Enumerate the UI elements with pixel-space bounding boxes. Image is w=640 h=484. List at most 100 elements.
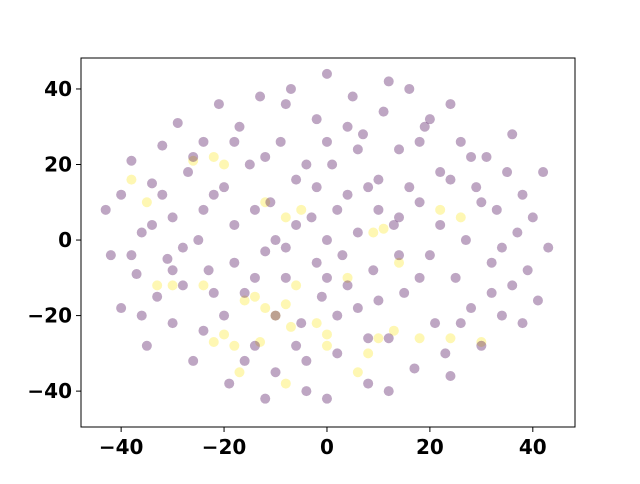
- point: [270, 310, 281, 321]
- point: [234, 121, 245, 132]
- point: [198, 136, 209, 147]
- point: [332, 310, 343, 321]
- point: [285, 321, 296, 332]
- point: [502, 167, 513, 178]
- point: [368, 265, 379, 276]
- point: [219, 310, 230, 321]
- point: [373, 174, 384, 185]
- point: [260, 303, 271, 314]
- point: [476, 197, 487, 208]
- point: [167, 265, 178, 276]
- point: [198, 280, 209, 291]
- point: [321, 235, 332, 246]
- point: [311, 114, 322, 125]
- point: [208, 337, 219, 348]
- point: [306, 212, 317, 223]
- point: [126, 155, 137, 166]
- point: [177, 280, 188, 291]
- point: [419, 121, 430, 132]
- point: [167, 280, 178, 291]
- plot-frame: [80, 57, 576, 428]
- point: [450, 272, 461, 283]
- point: [476, 340, 487, 351]
- point: [445, 371, 456, 382]
- point: [203, 265, 214, 276]
- point: [316, 291, 327, 302]
- point: [188, 151, 199, 162]
- point: [337, 250, 348, 261]
- point: [291, 340, 302, 351]
- point: [183, 167, 194, 178]
- point: [373, 295, 384, 306]
- point: [332, 204, 343, 215]
- point: [435, 219, 446, 230]
- point: [486, 257, 497, 268]
- point: [177, 242, 188, 253]
- point: [388, 219, 399, 230]
- point: [126, 250, 137, 261]
- point: [517, 318, 528, 329]
- point: [507, 280, 518, 291]
- x-tick-label: 0: [320, 435, 334, 459]
- x-tick-label: −40: [99, 435, 144, 459]
- point: [301, 355, 312, 366]
- point: [249, 272, 260, 283]
- x-tick-label: 40: [519, 435, 547, 459]
- point: [342, 189, 353, 200]
- point: [152, 280, 163, 291]
- point: [404, 83, 415, 94]
- point: [280, 299, 291, 310]
- point: [224, 378, 235, 389]
- point: [435, 204, 446, 215]
- point: [460, 235, 471, 246]
- point: [476, 337, 487, 348]
- point: [280, 378, 291, 389]
- point: [270, 367, 281, 378]
- point: [496, 310, 507, 321]
- point: [131, 269, 142, 280]
- point: [414, 136, 425, 147]
- point: [414, 197, 425, 208]
- point: [167, 318, 178, 329]
- point: [198, 204, 209, 215]
- point: [311, 318, 322, 329]
- y-tick-label: 20: [44, 153, 72, 177]
- point: [296, 318, 307, 329]
- point: [105, 250, 116, 261]
- point: [512, 227, 523, 238]
- point: [363, 378, 374, 389]
- point: [291, 174, 302, 185]
- point: [321, 393, 332, 404]
- point: [234, 367, 245, 378]
- point: [486, 287, 497, 298]
- point: [280, 242, 291, 253]
- point: [311, 257, 322, 268]
- point: [435, 167, 446, 178]
- point: [213, 99, 224, 110]
- point: [424, 250, 435, 261]
- point: [280, 272, 291, 283]
- point: [527, 212, 538, 223]
- point: [404, 182, 415, 193]
- point: [229, 340, 240, 351]
- y-tick-label: 40: [44, 77, 72, 101]
- y-tick-label: 0: [58, 228, 72, 252]
- point: [126, 174, 137, 185]
- point: [373, 333, 384, 344]
- point: [244, 159, 255, 170]
- point: [445, 99, 456, 110]
- point: [275, 136, 286, 147]
- point: [409, 363, 420, 374]
- point: [466, 151, 477, 162]
- point: [388, 325, 399, 336]
- point: [249, 340, 260, 351]
- point: [260, 246, 271, 257]
- point: [280, 212, 291, 223]
- point: [394, 250, 405, 261]
- point: [280, 99, 291, 110]
- point: [147, 178, 158, 189]
- point: [496, 242, 507, 253]
- point: [219, 159, 230, 170]
